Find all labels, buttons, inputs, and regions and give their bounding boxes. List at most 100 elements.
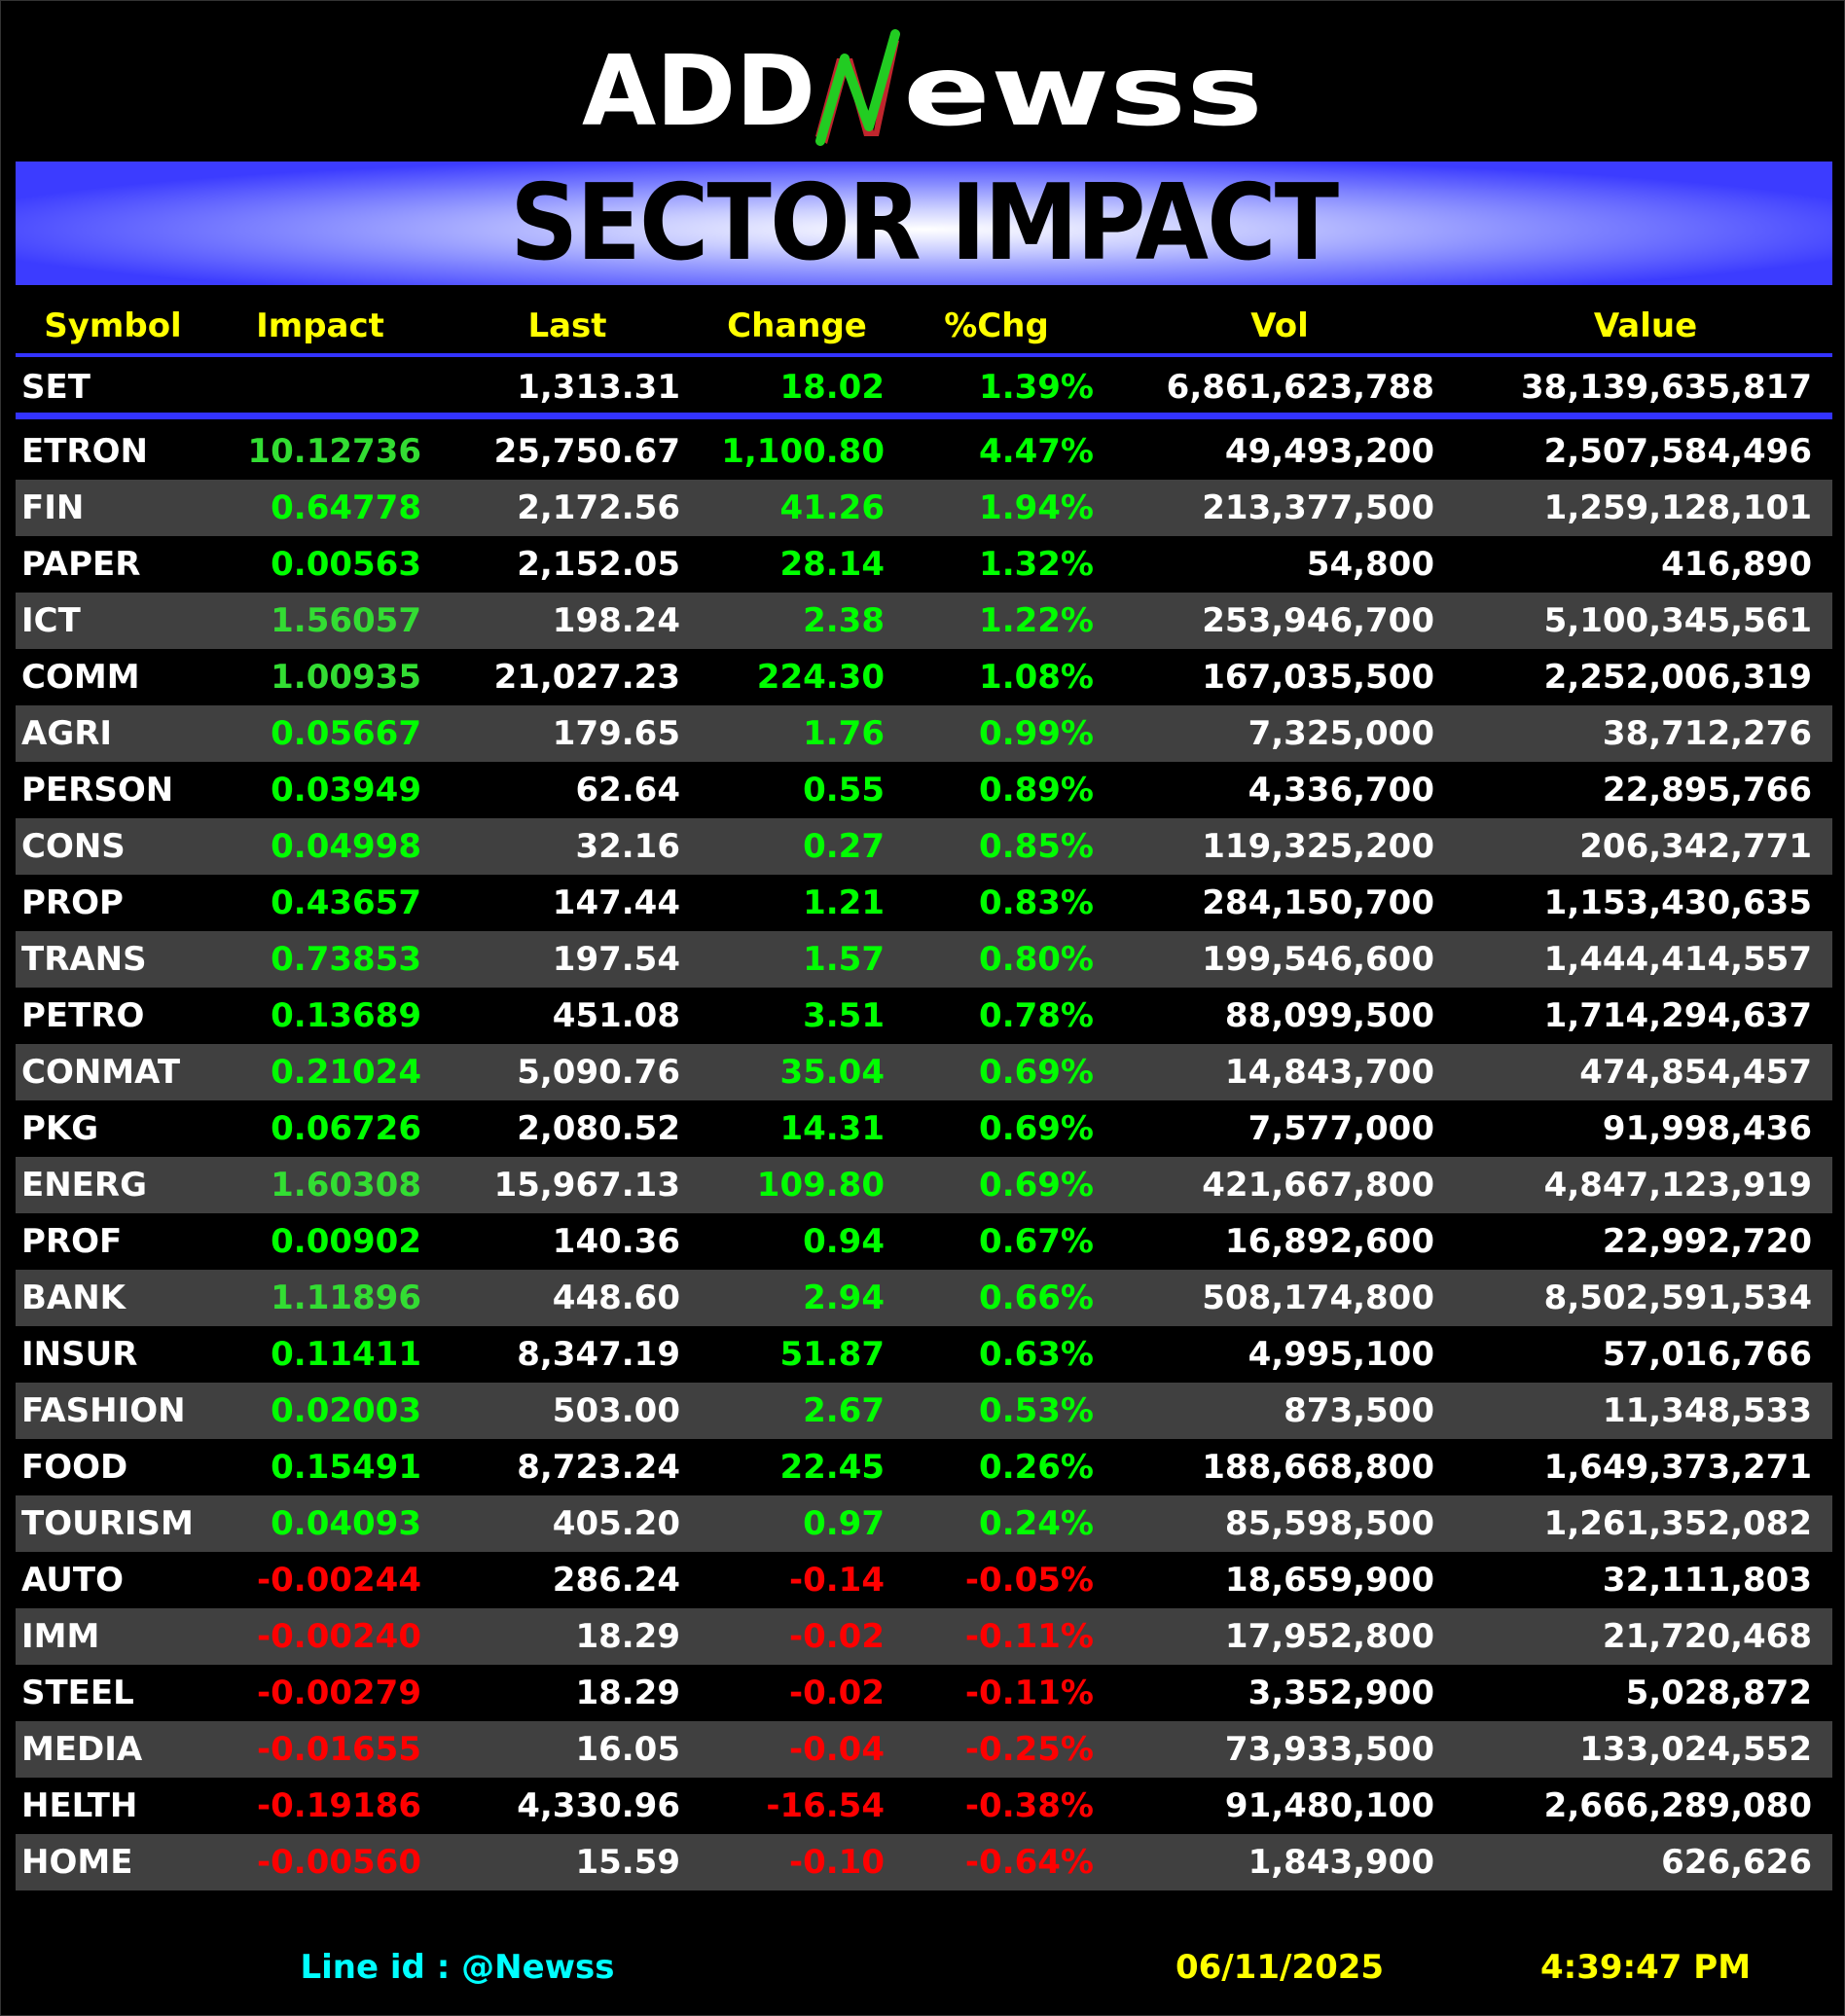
change: 1.57 — [803, 940, 885, 979]
table-row: TRANS 0.73853 197.54 1.57 0.80% 199,546,600 1,… — [16, 931, 1832, 988]
value: 11,348,533 — [1602, 1391, 1812, 1430]
last: 503.00 — [552, 1391, 680, 1430]
addnewss-logo: ADD ewss — [0, 29, 1845, 146]
last: 15.59 — [575, 1843, 680, 1882]
value: 32,111,803 — [1602, 1561, 1812, 1600]
last: 18.29 — [575, 1617, 680, 1656]
last: 25,750.67 — [493, 432, 680, 471]
impact: 0.73853 — [271, 940, 421, 979]
change: 2.67 — [803, 1391, 885, 1430]
pct-change: -0.38% — [964, 1786, 1094, 1825]
last: 2,152.05 — [517, 545, 680, 584]
impact: 0.11411 — [271, 1335, 421, 1374]
value: 57,016,766 — [1602, 1335, 1812, 1374]
value: 1,714,294,637 — [1543, 996, 1812, 1035]
table-row: HOME -0.00560 15.59 -0.10 -0.64% 1,843,900 626… — [16, 1834, 1832, 1890]
volume: 16,892,600 — [1224, 1222, 1434, 1261]
volume: 4,995,100 — [1248, 1335, 1434, 1374]
last: 2,172.56 — [517, 488, 680, 527]
impact: 0.21024 — [271, 1053, 421, 1092]
change: 22.45 — [779, 1448, 885, 1487]
value: 1,259,128,101 — [1543, 488, 1812, 527]
last: 2,080.52 — [517, 1109, 680, 1148]
value: 21,720,468 — [1602, 1617, 1812, 1656]
change: -0.14 — [789, 1561, 885, 1600]
change: 1.21 — [803, 883, 885, 922]
value: 626,626 — [1661, 1843, 1812, 1882]
table-row: ENERG 1.60308 15,967.13 109.80 0.69% 421,667,… — [16, 1157, 1832, 1213]
pct-change: 4.47% — [979, 432, 1094, 471]
pct-change: 0.67% — [979, 1222, 1094, 1261]
time: 4:39:47 PM — [1539, 1948, 1752, 1987]
last: 5,090.76 — [517, 1053, 680, 1092]
logo-graphic: ADD ewss — [582, 29, 1263, 146]
value: 22,895,766 — [1602, 771, 1812, 810]
symbol: ICT — [21, 601, 81, 640]
change: -0.02 — [789, 1674, 885, 1712]
change: -0.04 — [789, 1730, 885, 1769]
table-row: FOOD 0.15491 8,723.24 22.45 0.26% 188,668,800… — [16, 1439, 1832, 1495]
change: 1.76 — [803, 714, 885, 753]
pct-change: 0.99% — [979, 714, 1094, 753]
pct-change: 0.78% — [979, 996, 1094, 1035]
volume: 1,843,900 — [1248, 1843, 1434, 1882]
change: 2.38 — [803, 601, 885, 640]
volume: 119,325,200 — [1202, 827, 1434, 866]
value: 2,666,289,080 — [1543, 1786, 1812, 1825]
impact: 0.05667 — [271, 714, 421, 753]
change: 109.80 — [756, 1166, 885, 1205]
table-row: PAPER 0.00563 2,152.05 28.14 1.32% 54,800 416,… — [16, 536, 1832, 593]
table-row: CONS 0.04998 32.16 0.27 0.85% 119,325,200 206,… — [16, 818, 1832, 875]
value: 474,854,457 — [1579, 1053, 1812, 1092]
sector-impact-banner: SECTOR IMPACT — [16, 162, 1832, 285]
value: 4,847,123,919 — [1543, 1166, 1812, 1205]
last: 140.36 — [552, 1222, 680, 1261]
symbol: PKG — [21, 1109, 99, 1148]
change: 35.04 — [779, 1053, 885, 1092]
table-row: TOURISM 0.04093 405.20 0.97 0.24% 85,598,500 1… — [16, 1495, 1832, 1552]
impact: -0.00244 — [257, 1561, 421, 1600]
pct-change: 1.08% — [979, 658, 1094, 697]
change: 3.51 — [803, 996, 885, 1035]
volume: 167,035,500 — [1202, 658, 1434, 697]
table-row: BANK 1.11896 448.60 2.94 0.66% 508,174,800 8,5… — [16, 1270, 1832, 1326]
column-header-vol: Vol — [1250, 306, 1309, 345]
index-divider — [16, 413, 1832, 419]
change: 51.87 — [779, 1335, 885, 1374]
impact: 0.43657 — [271, 883, 421, 922]
pct-change: 0.69% — [979, 1109, 1094, 1148]
change: 41.26 — [779, 488, 885, 527]
svg-text:ADD: ADD — [582, 34, 815, 146]
pct-change: 0.69% — [979, 1166, 1094, 1205]
volume: 213,377,500 — [1202, 488, 1434, 527]
change: 18.02 — [779, 368, 885, 407]
svg-text:ewss: ewss — [903, 34, 1263, 146]
volume: 253,946,700 — [1202, 601, 1434, 640]
volume: 54,800 — [1306, 545, 1434, 584]
table-row: PROP 0.43657 147.44 1.21 0.83% 284,150,700 1,1… — [16, 875, 1832, 931]
change: 2.94 — [803, 1278, 885, 1317]
column-header-row: Symbol Impact Last Change %Chg Vol Value — [16, 298, 1832, 354]
volume: 7,325,000 — [1248, 714, 1434, 753]
symbol: PETRO — [21, 996, 145, 1035]
pct-change: -0.11% — [964, 1674, 1094, 1712]
impact: 10.12736 — [247, 432, 421, 471]
table-row: ICT 1.56057 198.24 2.38 1.22% 253,946,700 5,10… — [16, 593, 1832, 649]
pct-change: -0.64% — [964, 1843, 1094, 1882]
volume: 199,546,600 — [1202, 940, 1434, 979]
symbol: PAPER — [21, 545, 141, 584]
symbol: FIN — [21, 488, 85, 527]
pct-change: 0.83% — [979, 883, 1094, 922]
value: 416,890 — [1661, 545, 1812, 584]
table-row: PKG 0.06726 2,080.52 14.31 0.69% 7,577,000 91,… — [16, 1100, 1832, 1157]
symbol: INSUR — [21, 1335, 138, 1374]
pct-change: 0.85% — [979, 827, 1094, 866]
volume: 508,174,800 — [1202, 1278, 1434, 1317]
column-header-symbol: Symbol — [44, 306, 182, 345]
impact: 0.64778 — [271, 488, 421, 527]
column-header-impact: Impact — [256, 306, 384, 345]
last: 451.08 — [552, 996, 680, 1035]
value: 206,342,771 — [1579, 827, 1812, 866]
last: 4,330.96 — [517, 1786, 680, 1825]
symbol: ETRON — [21, 432, 148, 471]
